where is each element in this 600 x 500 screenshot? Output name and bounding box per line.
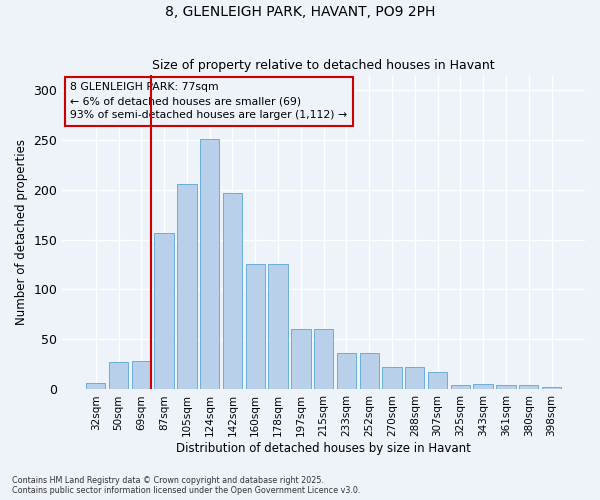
Bar [519,386,538,390]
Bar [245,264,265,390]
Bar [337,354,356,390]
Bar [268,264,288,390]
Text: Contains HM Land Registry data © Crown copyright and database right 2025.
Contai: Contains HM Land Registry data © Crown c… [12,476,361,495]
Bar [291,330,311,390]
Bar [154,232,174,390]
Bar [542,388,561,390]
Title: Size of property relative to detached houses in Havant: Size of property relative to detached ho… [152,59,495,72]
Bar [473,384,493,390]
Text: 8 GLENLEIGH PARK: 77sqm
← 6% of detached houses are smaller (69)
93% of semi-det: 8 GLENLEIGH PARK: 77sqm ← 6% of detached… [70,82,347,120]
Bar [451,386,470,390]
Bar [428,372,447,390]
Bar [109,362,128,390]
Bar [200,138,220,390]
Text: 8, GLENLEIGH PARK, HAVANT, PO9 2PH: 8, GLENLEIGH PARK, HAVANT, PO9 2PH [165,5,435,19]
X-axis label: Distribution of detached houses by size in Havant: Distribution of detached houses by size … [176,442,471,455]
Bar [382,368,402,390]
Bar [496,386,515,390]
Bar [177,184,197,390]
Bar [223,192,242,390]
Bar [359,354,379,390]
Bar [314,330,334,390]
Y-axis label: Number of detached properties: Number of detached properties [15,139,28,325]
Bar [131,362,151,390]
Bar [405,368,424,390]
Bar [86,384,106,390]
